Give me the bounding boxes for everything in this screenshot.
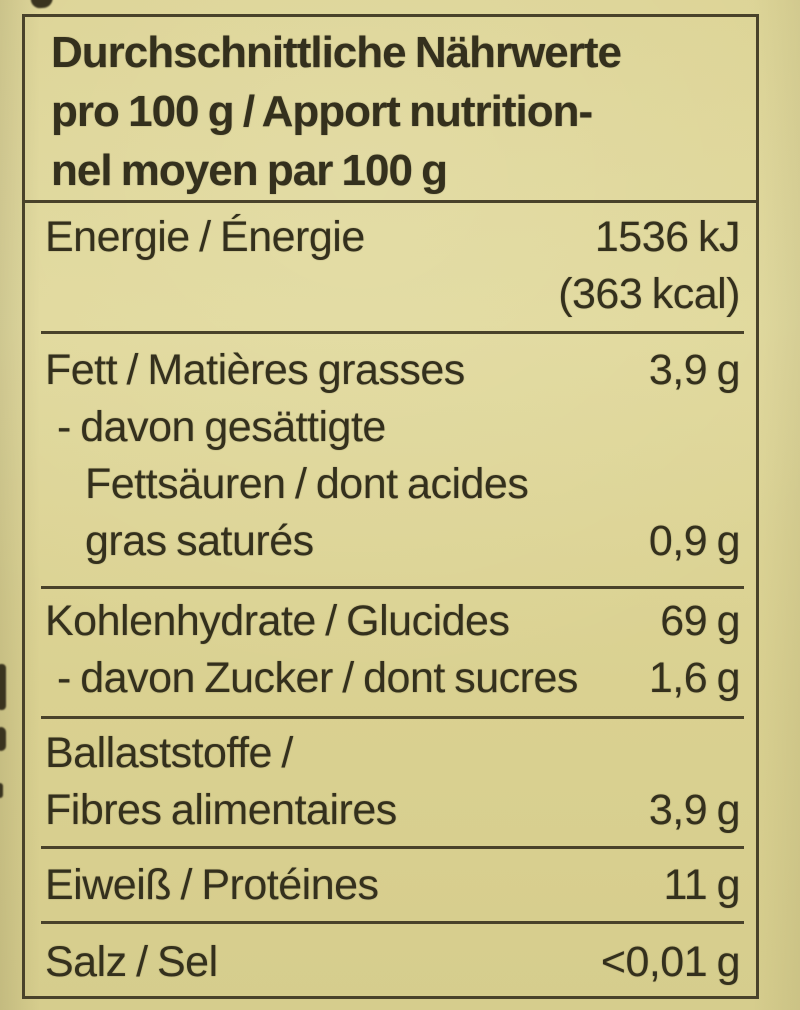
row-divider <box>41 921 744 924</box>
header-divider <box>25 200 756 203</box>
cropped-text-artifact-left-2 <box>0 727 6 751</box>
row-sugars-label: - davon Zucker / dont sucres <box>57 654 578 702</box>
cropped-text-artifact-left-3 <box>0 783 3 798</box>
cropped-text-artifact-top <box>30 0 54 9</box>
row-energy-label: Energie / Énergie <box>45 213 365 261</box>
row-salt-label: Salz / Sel <box>45 938 218 986</box>
energy-kcal-value: (363 kcal) <box>558 270 740 318</box>
row-divider <box>41 331 744 334</box>
header-line-2: pro 100 g / Apport nutrition- <box>51 87 593 136</box>
row-saturated-label-line-2: Fettsäuren / dont acides <box>85 460 529 508</box>
row-protein-label: Eiweiß / Protéines <box>45 861 379 909</box>
row-divider <box>41 716 744 719</box>
energy-kj-value: 1536 kJ <box>594 213 741 261</box>
row-fiber-value: 3,9 g <box>648 786 741 834</box>
row-energy-values: 1536 kJ (363 kcal) <box>558 209 740 323</box>
row-carbohydrates-group: Kohlenhydrate / Glucides 69 g - davon Zu… <box>25 589 756 716</box>
row-saturated: gras saturés 0,9 g <box>45 513 741 570</box>
row-fat: Fett / Matières grasses 3,9 g <box>45 342 741 399</box>
header-line-1: Durchschnittliche Nährwerte <box>51 28 622 77</box>
row-salt-value: <0,01 g <box>600 938 741 986</box>
row-sugars-value: 1,6 g <box>648 654 741 702</box>
row-fat-value: 3,9 g <box>648 346 741 394</box>
nutrition-table: Durchschnittliche Nährwerte pro 100 g / … <box>22 14 759 999</box>
row-fat-group: Fett / Matières grasses 3,9 g - davon ge… <box>25 334 756 586</box>
row-energy: Energie / Énergie 1536 kJ (363 kcal) <box>25 203 756 331</box>
row-fiber-label-line-1: Ballaststoffe / <box>45 729 293 777</box>
table-body: Energie / Énergie 1536 kJ (363 kcal) Fet… <box>25 203 756 996</box>
row-fiber-label-line-2: Fibres alimentaires <box>45 786 397 834</box>
row-saturated-label-line-1: - davon gesättigte <box>57 403 386 451</box>
row-protein: Eiweiß / Protéines 11 g <box>25 849 756 921</box>
cropped-text-artifact-left-1 <box>0 664 6 710</box>
header-line-3: nel moyen par 100 g <box>51 146 448 195</box>
table-header: Durchschnittliche Nährwerte pro 100 g / … <box>25 17 756 200</box>
row-salt: Salz / Sel <0,01 g <box>25 924 756 996</box>
row-fiber: Fibres alimentaires 3,9 g <box>45 782 741 839</box>
row-sugars: - davon Zucker / dont sucres 1,6 g <box>45 650 741 707</box>
row-carbohydrates: Kohlenhydrate / Glucides 69 g <box>45 593 740 650</box>
row-fiber-group: Ballaststoffe / Fibres alimentaires 3,9 … <box>25 719 756 846</box>
row-saturated-label-line-3: gras saturés <box>85 517 314 565</box>
row-fat-label: Fett / Matières grasses <box>45 346 465 394</box>
row-divider <box>41 846 744 849</box>
row-carbohydrates-value: 69 g <box>660 597 740 645</box>
row-divider <box>41 586 744 589</box>
row-protein-value: 11 g <box>663 861 741 909</box>
row-carbohydrates-label: Kohlenhydrate / Glucides <box>45 597 510 645</box>
row-saturated-value: 0,9 g <box>648 517 741 565</box>
